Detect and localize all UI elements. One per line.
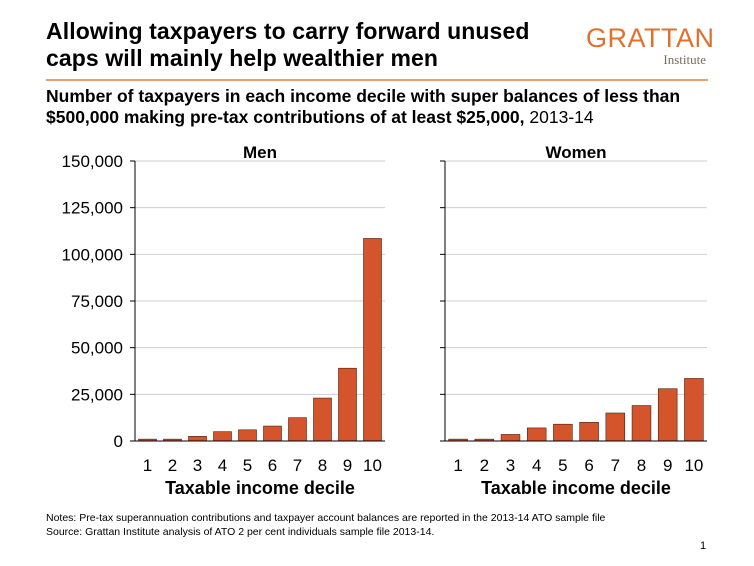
bar [213,431,232,442]
title-divider [46,79,708,81]
y-tick-label: 0 [114,432,123,451]
x-tick-label: 2 [168,456,177,475]
logo-wordmark: GRATTAN [586,23,715,53]
x-tick-label: 3 [193,456,202,475]
bar [338,367,357,442]
y-tick-label: 25,000 [71,385,123,404]
x-tick-label: 7 [293,456,302,475]
bar [238,429,257,442]
x-tick-label: 9 [663,456,672,475]
y-tick-label: 50,000 [71,339,123,358]
chart-notes: Notes: Pre-tax superannuation contributi… [46,511,686,539]
bar [579,422,599,442]
x-axis-label: Taxable income decile [165,478,355,498]
x-tick-label: 5 [558,456,567,475]
bar [657,388,678,442]
x-tick-label: 7 [611,456,620,475]
bar [263,425,282,442]
bar [605,412,626,442]
page-number: 1 [700,540,707,552]
x-tick-label: 10 [363,456,382,475]
bar [313,397,332,442]
x-tick-label: 8 [318,456,327,475]
x-tick-label: 10 [684,456,703,475]
x-tick-label: 3 [506,456,515,475]
x-tick-label: 5 [243,456,252,475]
x-axis-label: Taxable income decile [481,478,671,498]
bar [500,434,521,442]
source-line: Source: Grattan Institute analysis of AT… [46,526,435,538]
chart-title: Allowing taxpayers to carry forward unus… [46,18,530,71]
panel-title: Men [243,143,277,162]
x-tick-label: 4 [532,456,541,475]
x-tick-label: 2 [480,456,489,475]
y-tick-label: 150,000 [62,152,123,171]
bar [631,405,652,442]
logo-subtext: Institute [663,52,706,67]
bar [684,378,704,442]
subtitle-year: 2013-14 [524,107,594,127]
bar [188,436,207,442]
subtitle-main: Number of taxpayers in each income decil… [46,86,681,127]
x-tick-label: 1 [143,456,152,475]
notes-line: Notes: Pre-tax superannuation contributi… [46,512,606,524]
y-tick-label: 125,000 [62,199,123,218]
x-tick-label: 6 [584,456,593,475]
bar [526,427,547,442]
y-tick-label: 75,000 [71,292,123,311]
panel-title: Women [545,143,606,162]
bar [553,423,573,442]
x-tick-label: 1 [453,456,462,475]
grattan-logo: GRATTAN Institute [586,24,714,68]
bar [288,417,307,442]
x-tick-label: 4 [218,456,227,475]
bar [363,238,382,442]
chart-subtitle: Number of taxpayers in each income decil… [46,86,726,128]
x-tick-label: 9 [343,456,352,475]
y-tick-label: 100,000 [62,245,123,264]
x-tick-label: 8 [637,456,646,475]
x-tick-label: 6 [268,456,277,475]
